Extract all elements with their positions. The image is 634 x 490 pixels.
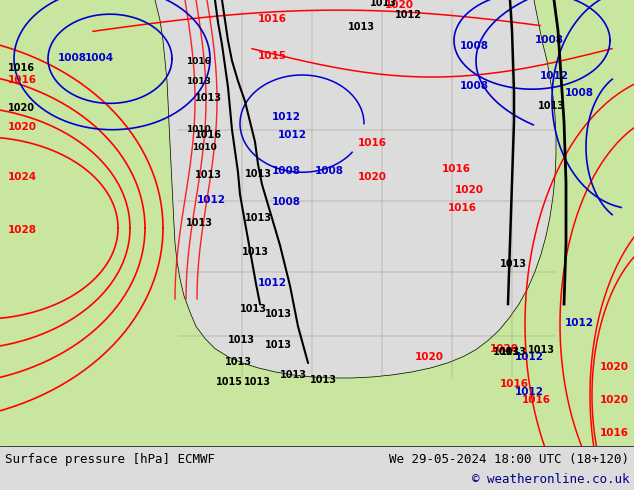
Text: 1020: 1020 (490, 343, 519, 354)
Text: 1020: 1020 (415, 352, 444, 362)
Text: 1013: 1013 (242, 247, 269, 257)
Text: 1012: 1012 (515, 352, 544, 362)
Text: 1013: 1013 (186, 77, 211, 86)
Text: 1012: 1012 (540, 71, 569, 81)
Text: 1013: 1013 (310, 375, 337, 385)
Text: 1013: 1013 (195, 93, 222, 103)
Text: 1020: 1020 (385, 0, 414, 10)
Text: 1015: 1015 (258, 51, 287, 61)
Text: 1012: 1012 (272, 112, 301, 122)
Text: 1016: 1016 (500, 379, 529, 389)
Text: Surface pressure [hPa] ECMWF: Surface pressure [hPa] ECMWF (5, 453, 215, 466)
Text: 1016: 1016 (600, 428, 629, 438)
Polygon shape (0, 0, 634, 446)
Text: 1015: 1015 (216, 377, 243, 387)
Text: 1016: 1016 (195, 130, 222, 140)
Text: 1012: 1012 (515, 387, 544, 397)
Text: 1008: 1008 (565, 88, 594, 98)
Polygon shape (0, 0, 634, 446)
Text: 1016: 1016 (186, 57, 211, 66)
Text: 1013: 1013 (225, 357, 252, 367)
Text: 1020: 1020 (455, 185, 484, 195)
Text: © weatheronline.co.uk: © weatheronline.co.uk (472, 473, 629, 487)
Text: 1020: 1020 (8, 103, 35, 114)
Text: 1016: 1016 (442, 164, 471, 174)
Text: 1008: 1008 (272, 166, 301, 176)
Text: 1013: 1013 (348, 23, 375, 32)
Text: 1013: 1013 (186, 218, 213, 228)
Text: 1008: 1008 (272, 196, 301, 207)
Text: 1016: 1016 (448, 203, 477, 213)
Text: 1012: 1012 (197, 195, 226, 205)
Text: 1008: 1008 (58, 53, 87, 63)
Text: 1013: 1013 (265, 309, 292, 319)
Text: 1008: 1008 (460, 41, 489, 50)
Text: We 29-05-2024 18:00 UTC (18+120): We 29-05-2024 18:00 UTC (18+120) (389, 453, 629, 466)
Text: 1013: 1013 (240, 304, 267, 314)
Text: 1013: 1013 (245, 213, 272, 223)
Text: 1013: 1013 (245, 170, 272, 179)
Text: 1013: 1013 (538, 101, 565, 111)
Text: 1013: 1013 (370, 0, 397, 8)
Text: 1016: 1016 (258, 14, 287, 24)
Text: 1012: 1012 (278, 130, 307, 140)
Text: 1024: 1024 (8, 172, 37, 182)
Text: 1013: 1013 (280, 370, 307, 380)
Text: 1013: 1013 (528, 344, 555, 355)
Text: 1013: 1013 (265, 340, 292, 349)
Text: 1013: 1013 (228, 335, 255, 344)
Text: 1013: 1013 (493, 347, 520, 357)
Text: 1016: 1016 (8, 63, 35, 73)
Text: 1016: 1016 (358, 138, 387, 148)
Text: 1013: 1013 (244, 377, 271, 387)
Text: 1013: 1013 (500, 259, 527, 269)
Text: 1020: 1020 (600, 395, 629, 405)
Text: 1028: 1028 (8, 225, 37, 235)
Text: 1008: 1008 (535, 35, 564, 45)
Text: 1013: 1013 (195, 171, 222, 180)
Text: 1016: 1016 (8, 75, 37, 85)
Text: 1008: 1008 (315, 166, 344, 176)
Text: 1020: 1020 (358, 172, 387, 182)
Text: 1004: 1004 (85, 53, 114, 63)
Text: 1010: 1010 (186, 125, 210, 134)
Text: 1010: 1010 (192, 143, 217, 152)
Text: 1012: 1012 (395, 10, 422, 20)
Text: 1008: 1008 (460, 81, 489, 91)
Text: 1016: 1016 (522, 395, 551, 405)
Text: 1012: 1012 (565, 318, 594, 328)
Text: 1012: 1012 (258, 278, 287, 288)
Text: 1020: 1020 (8, 122, 37, 132)
Text: 1013: 1013 (500, 347, 527, 357)
Text: 1020: 1020 (600, 362, 629, 372)
